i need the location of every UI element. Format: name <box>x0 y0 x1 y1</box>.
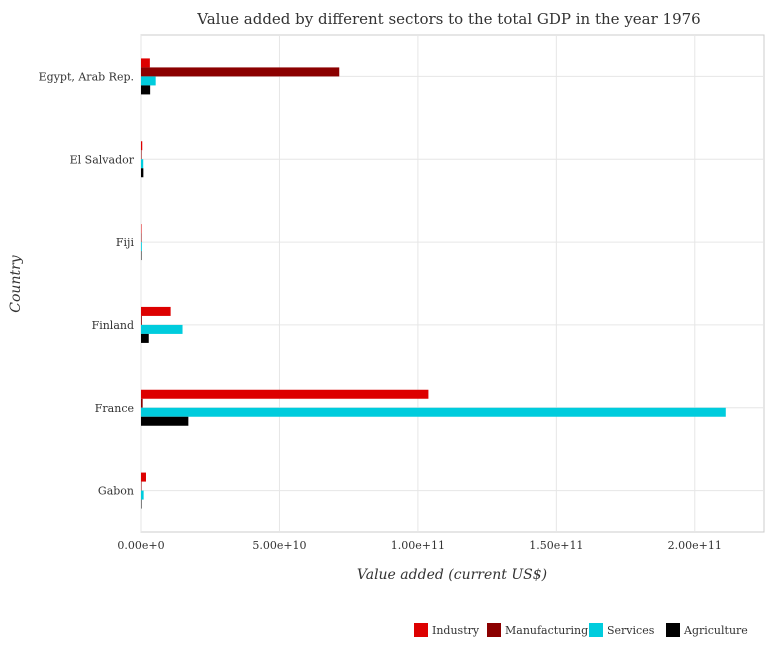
legend-label: Services <box>607 624 655 637</box>
bar-services <box>141 76 156 86</box>
bar-industry <box>141 224 142 234</box>
bar-services <box>141 242 142 252</box>
plot-area <box>140 34 765 533</box>
bar-industry <box>141 58 150 68</box>
bar-agriculture <box>141 85 151 95</box>
bar-manufacturing <box>141 398 143 408</box>
x-tick-label: 1.50e+11 <box>529 539 583 552</box>
bar-services <box>141 159 144 169</box>
x-axis-label: Value added (current US$) <box>357 567 547 583</box>
legend-swatch <box>666 623 680 637</box>
y-axis-label: Country <box>8 254 24 312</box>
y-tick-label: Finland <box>92 319 134 332</box>
bar-services <box>141 324 183 334</box>
x-tick-labels: 0.00e+0 5.00e+10 1.00e+11 1.50e+11 2.00e+11 <box>117 539 721 552</box>
bar-agriculture <box>141 499 142 509</box>
bar-industry <box>141 389 429 399</box>
bar-manufacturing <box>141 150 142 160</box>
bar-agriculture <box>141 251 142 261</box>
chart-title: Value added by different sectors to the … <box>196 10 700 28</box>
bar-agriculture <box>141 416 189 426</box>
y-tick-label: Fiji <box>116 236 135 249</box>
x-tick-label: 1.00e+11 <box>391 539 445 552</box>
bar-manufacturing <box>141 315 142 325</box>
bars <box>141 58 726 509</box>
legend-swatch <box>589 623 603 637</box>
y-tick-label: El Salvador <box>70 153 135 166</box>
legend-swatch <box>487 623 501 637</box>
y-tick-label: Egypt, Arab Rep. <box>39 70 134 83</box>
bar-agriculture <box>141 168 144 178</box>
legend-label: Agriculture <box>683 624 748 637</box>
bar-manufacturing <box>141 481 142 491</box>
y-tick-label: Gabon <box>98 485 134 498</box>
bar-services <box>141 407 726 417</box>
legend: Industry Manufacturing Services Agriculture <box>414 623 748 637</box>
x-tick-label: 0.00e+0 <box>117 539 164 552</box>
y-tick-labels: Egypt, Arab Rep. El Salvador Fiji Finland Fr… <box>39 70 135 497</box>
x-tick-label: 2.00e+11 <box>668 539 722 552</box>
legend-label: Manufacturing <box>505 624 588 637</box>
bar-services <box>141 490 144 500</box>
legend-label: Industry <box>432 624 480 637</box>
y-tick-label: France <box>95 402 134 415</box>
bar-agriculture <box>141 333 149 343</box>
bar-industry <box>141 141 143 151</box>
bar-industry <box>141 472 146 482</box>
x-tick-label: 5.00e+10 <box>252 539 306 552</box>
bar-manufacturing <box>141 233 142 243</box>
bar-industry <box>141 306 171 316</box>
bar-manufacturing <box>141 67 340 77</box>
legend-swatch <box>414 623 428 637</box>
